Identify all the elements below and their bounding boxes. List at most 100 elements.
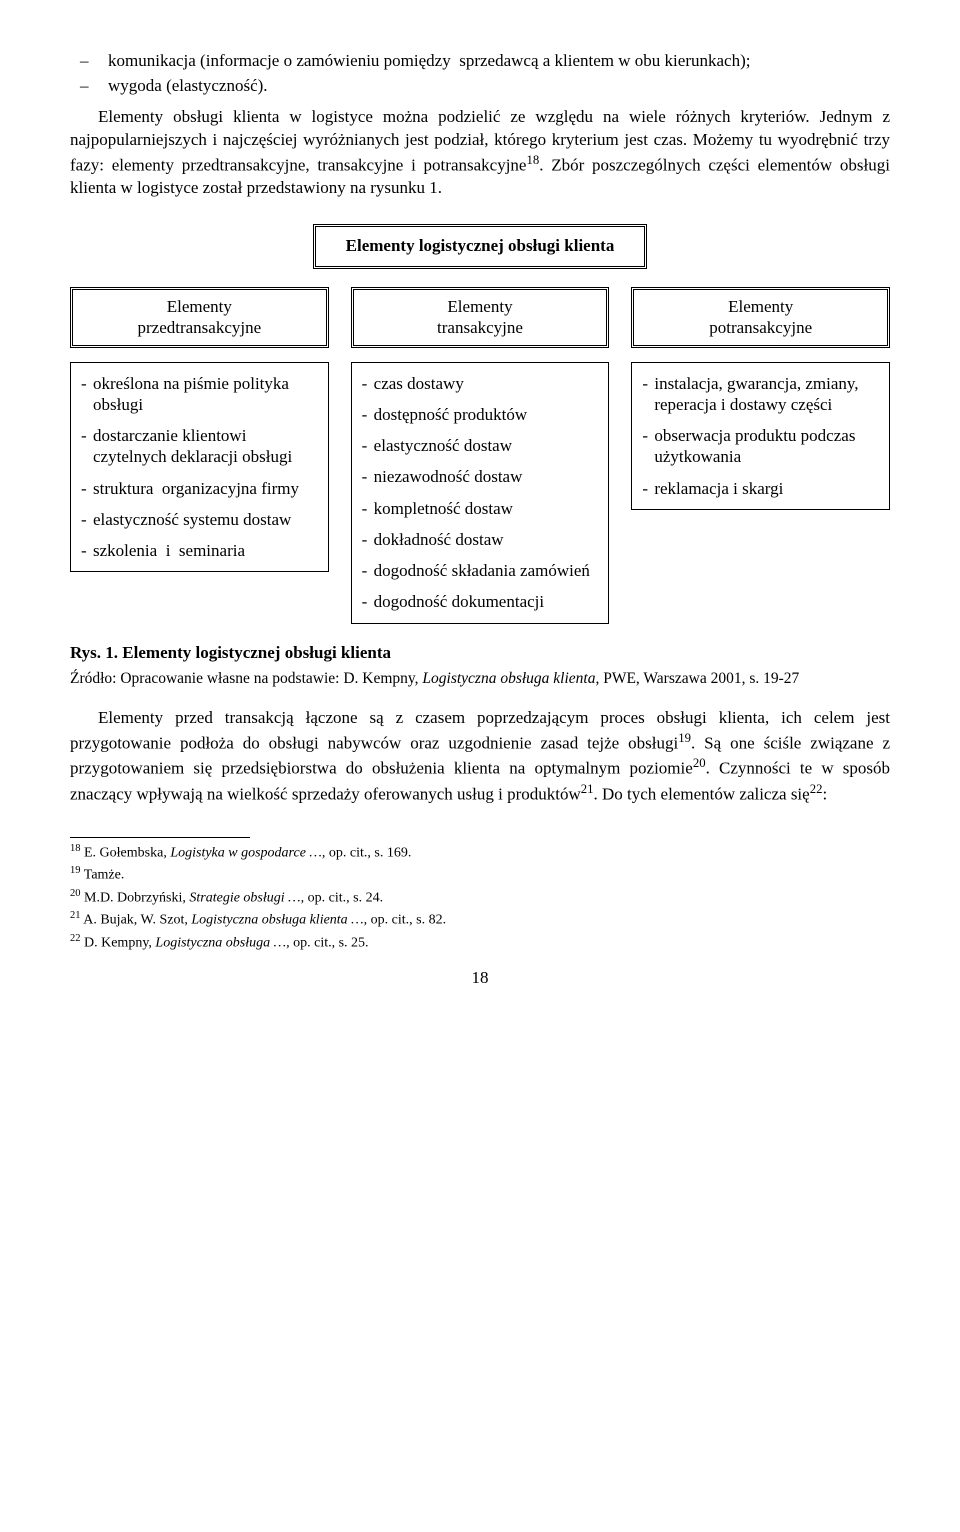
footnote: 19 Tamże. [70, 864, 890, 886]
diagram-list-item: -elastyczność systemu dostaw [81, 509, 318, 530]
diagram-title: Elementy logistycznej obsługi klienta [313, 224, 648, 269]
diagram-list-item: -struktura organizacyjna firmy [81, 478, 318, 499]
footnote-text: op. cit., s. 24. [308, 890, 383, 905]
footnote-number: 19 [70, 865, 81, 876]
body-paragraph-2: Elementy przed transakcją łączone są z c… [70, 707, 890, 807]
source-em: Logistyczna obsługa klienta [422, 670, 595, 687]
bullet-text: komunikacja (informacje o zamówieniu pom… [108, 50, 890, 73]
footnote-number: 22 [70, 933, 81, 944]
footnote-text: op. cit., s. 82. [371, 913, 446, 928]
dash-icon: - [362, 498, 374, 519]
footnote-ref-19: 19 [678, 731, 691, 745]
diagram-list-item: -dokładność dostaw [362, 529, 599, 550]
diagram-list-item: -elastyczność dostaw [362, 435, 599, 456]
diagram-list-item: -dogodność składania zamówień [362, 560, 599, 581]
diagram-item-text: określona na piśmie polityka obsługi [93, 373, 318, 416]
diagram-column-head: Elementypotransakcyjne [631, 287, 890, 348]
figure-source: Źródło: Opracowanie własne na podstawie:… [70, 669, 890, 689]
dash-icon: - [362, 373, 374, 394]
diagram-list-item: -obserwacja produktu podczas użytkowania [642, 425, 879, 468]
body2-seg5: : [822, 785, 827, 804]
diagram-list-item: -reklamacja i skargi [642, 478, 879, 499]
diagram-column: Elementytransakcyjne-czas dostawy-dostęp… [351, 287, 610, 624]
footnote-ref-20: 20 [693, 756, 706, 770]
footnote-text: op. cit., s. 169. [329, 845, 411, 860]
dash-icon: - [642, 478, 654, 499]
diagram-item-text: dostarczanie klientowi czytelnych deklar… [93, 425, 318, 468]
dash-icon: - [362, 591, 374, 612]
footnote-text: E. Gołembska, [81, 845, 171, 860]
footnote-em: Strategie obsługi …, [189, 890, 307, 905]
diagram-item-text: instalacja, gwarancja, zmiany, reperacja… [654, 373, 879, 416]
dash-icon: – [70, 75, 108, 98]
diagram-item-text: obserwacja produktu podczas użytkowania [654, 425, 879, 468]
footnote-ref-18: 18 [526, 153, 539, 167]
footnote-ref-22: 22 [810, 782, 823, 796]
top-bullet-list: –komunikacja (informacje o zamówieniu po… [70, 50, 890, 98]
diagram-column-head: Elementyprzedtransakcyjne [70, 287, 329, 348]
diagram-list-item: -dostarczanie klientowi czytelnych dekla… [81, 425, 318, 468]
dash-icon: - [362, 435, 374, 456]
dash-icon: - [81, 373, 93, 416]
dash-icon: - [362, 404, 374, 425]
diagram-item-text: struktura organizacyjna firmy [93, 478, 318, 499]
dash-icon: - [642, 373, 654, 416]
footnote: 21 A. Bujak, W. Szot, Logistyczna obsług… [70, 909, 890, 931]
diagram-list-item: -dostępność produktów [362, 404, 599, 425]
footnote-text: D. Kempny, [81, 935, 156, 950]
body2-seg4: . Do tych elementów zalicza się [594, 785, 810, 804]
source-prefix: Źródło: Opracowanie własne na podstawie:… [70, 670, 422, 687]
footnote: 18 E. Gołembska, Logistyka w gospodarce … [70, 842, 890, 864]
bullet-item: –wygoda (elastyczność). [70, 75, 890, 98]
footnote-text: A. Bujak, W. Szot, [81, 913, 192, 928]
diagram-item-text: dokładność dostaw [374, 529, 599, 550]
footnote-em: Logistyczna obsługa klienta …, [191, 913, 370, 928]
footnotes-rule [70, 837, 250, 838]
footnote-number: 18 [70, 843, 81, 854]
diagram-item-text: czas dostawy [374, 373, 599, 394]
footnote: 20 M.D. Dobrzyński, Strategie obsługi …,… [70, 887, 890, 909]
footnotes: 18 E. Gołembska, Logistyka w gospodarce … [70, 842, 890, 954]
diagram-column-body: -czas dostawy-dostępność produktów-elast… [351, 362, 610, 624]
diagram-item-text: niezawodność dostaw [374, 466, 599, 487]
diagram-item-text: szkolenia i seminaria [93, 540, 318, 561]
diagram-list-item: -czas dostawy [362, 373, 599, 394]
dash-icon: - [81, 540, 93, 561]
dash-icon: - [81, 509, 93, 530]
diagram-list-item: -kompletność dostaw [362, 498, 599, 519]
dash-icon: - [362, 466, 374, 487]
footnote-text: M.D. Dobrzyński, [81, 890, 190, 905]
diagram-item-text: elastyczność systemu dostaw [93, 509, 318, 530]
diagram: Elementy logistycznej obsługi klienta El… [70, 224, 890, 623]
diagram-list-item: -szkolenia i seminaria [81, 540, 318, 561]
diagram-column-body: -instalacja, gwarancja, zmiany, reperacj… [631, 362, 890, 510]
diagram-item-text: kompletność dostaw [374, 498, 599, 519]
footnote-number: 21 [70, 910, 81, 921]
footnote-text: op. cit., s. 25. [293, 935, 368, 950]
footnote: 22 D. Kempny, Logistyczna obsługa …, op.… [70, 932, 890, 954]
dash-icon: - [642, 425, 654, 468]
diagram-item-text: elastyczność dostaw [374, 435, 599, 456]
page-number: 18 [70, 967, 890, 990]
dash-icon: - [362, 529, 374, 550]
dash-icon: – [70, 50, 108, 73]
diagram-item-text: dogodność dokumentacji [374, 591, 599, 612]
intro-paragraph: Elementy obsługi klienta w logistyce moż… [70, 106, 890, 200]
bullet-text: wygoda (elastyczność). [108, 75, 890, 98]
diagram-list-item: -określona na piśmie polityka obsługi [81, 373, 318, 416]
dash-icon: - [81, 478, 93, 499]
diagram-list-item: -dogodność dokumentacji [362, 591, 599, 612]
dash-icon: - [362, 560, 374, 581]
diagram-item-text: reklamacja i skargi [654, 478, 879, 499]
footnote-em: Logistyka w gospodarce …, [170, 845, 329, 860]
dash-icon: - [81, 425, 93, 468]
diagram-item-text: dogodność składania zamówień [374, 560, 599, 581]
footnote-em: Logistyczna obsługa …, [155, 935, 293, 950]
bullet-item: –komunikacja (informacje o zamówieniu po… [70, 50, 890, 73]
diagram-list-item: -niezawodność dostaw [362, 466, 599, 487]
footnote-number: 20 [70, 888, 81, 899]
figure-caption: Rys. 1. Elementy logistycznej obsługi kl… [70, 642, 890, 665]
source-suffix: , PWE, Warszawa 2001, s. 19-27 [595, 670, 799, 687]
diagram-item-text: dostępność produktów [374, 404, 599, 425]
diagram-column-head: Elementytransakcyjne [351, 287, 610, 348]
